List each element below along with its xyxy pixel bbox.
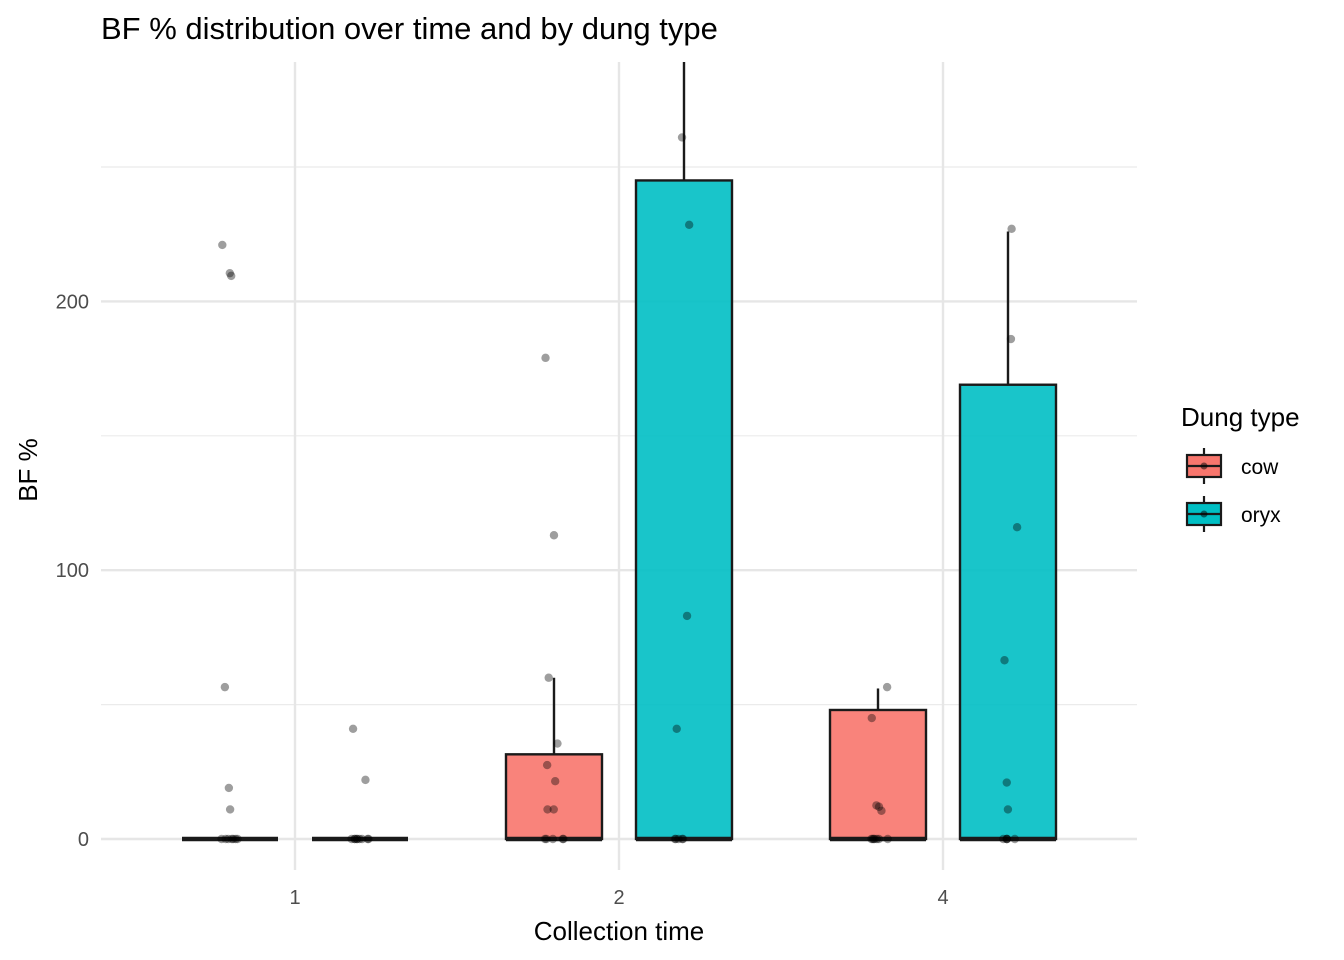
x-axis-title: Collection time bbox=[534, 916, 705, 946]
data-point bbox=[352, 834, 362, 844]
data-point bbox=[224, 783, 234, 793]
box-cow-2 bbox=[504, 677, 604, 842]
data-point bbox=[549, 805, 558, 814]
data-point bbox=[1007, 224, 1016, 234]
data-point bbox=[1002, 834, 1012, 844]
data-point bbox=[228, 834, 238, 844]
data-point bbox=[357, 834, 367, 844]
data-point bbox=[350, 834, 359, 844]
data-point bbox=[1012, 522, 1022, 532]
box-body bbox=[958, 383, 1058, 841]
box-oryx-4 bbox=[958, 231, 1058, 842]
data-point bbox=[1003, 805, 1013, 814]
data-point bbox=[543, 805, 552, 814]
data-point bbox=[544, 673, 553, 682]
data-point bbox=[874, 802, 884, 811]
legend-key-point bbox=[1200, 510, 1208, 518]
data-point bbox=[883, 834, 892, 844]
data-point bbox=[1000, 656, 1009, 665]
legend-item-oryx: oryx bbox=[1185, 496, 1281, 532]
data-point bbox=[677, 133, 687, 142]
y-tick-labels: 0 100 200 bbox=[56, 291, 89, 851]
data-point bbox=[352, 834, 362, 844]
data-point bbox=[227, 271, 236, 281]
x-tick-labels: 1 2 4 bbox=[289, 887, 948, 909]
data-point bbox=[361, 775, 370, 785]
data-point bbox=[874, 834, 884, 844]
legend: Dung type cow oryx bbox=[1181, 402, 1300, 532]
data-point bbox=[558, 834, 567, 844]
data-point bbox=[1002, 778, 1011, 787]
points bbox=[217, 133, 1022, 844]
y-tick-label: 0 bbox=[78, 829, 89, 851]
x-tick-label: 1 bbox=[289, 887, 300, 909]
box-body bbox=[828, 708, 928, 841]
data-point bbox=[551, 777, 560, 786]
data-point bbox=[364, 834, 373, 844]
legend-key-point bbox=[1200, 462, 1208, 470]
data-point bbox=[1002, 834, 1011, 844]
box-oryx-2 bbox=[634, 62, 734, 842]
box-cow-4 bbox=[828, 688, 928, 842]
legend-label: cow bbox=[1241, 456, 1279, 479]
data-point bbox=[347, 834, 356, 844]
data-point bbox=[542, 760, 552, 770]
data-point bbox=[868, 834, 877, 844]
data-point bbox=[350, 834, 359, 844]
data-point bbox=[674, 834, 683, 844]
data-point bbox=[218, 240, 227, 250]
data-point bbox=[1010, 834, 1019, 844]
data-point bbox=[227, 834, 236, 844]
box-body bbox=[634, 179, 734, 841]
y-tick-label: 200 bbox=[56, 291, 89, 313]
data-point bbox=[877, 806, 886, 815]
x-tick-label: 4 bbox=[937, 887, 948, 909]
data-point bbox=[867, 834, 876, 844]
data-point bbox=[872, 801, 881, 810]
legend-title: Dung type bbox=[1181, 402, 1300, 432]
data-point bbox=[559, 834, 568, 844]
y-axis-title: BF % bbox=[13, 438, 43, 502]
data-point bbox=[221, 834, 230, 844]
data-point bbox=[678, 834, 687, 844]
data-point bbox=[678, 834, 688, 844]
data-point bbox=[867, 713, 876, 723]
data-point bbox=[1006, 334, 1016, 344]
legend-label: oryx bbox=[1241, 504, 1281, 527]
data-point bbox=[540, 834, 550, 844]
data-point bbox=[233, 834, 242, 844]
data-point bbox=[870, 834, 879, 844]
data-point bbox=[999, 834, 1008, 844]
data-point bbox=[872, 834, 882, 844]
boxes bbox=[182, 62, 1058, 842]
data-point bbox=[348, 724, 358, 733]
data-point bbox=[548, 834, 558, 844]
data-point bbox=[355, 834, 364, 844]
data-point bbox=[682, 611, 692, 621]
legend-item-cow: cow bbox=[1185, 448, 1279, 484]
box-body bbox=[504, 753, 604, 841]
data-point bbox=[869, 834, 878, 844]
data-point bbox=[670, 834, 680, 844]
x-tick-label: 2 bbox=[613, 887, 624, 909]
data-point bbox=[541, 353, 550, 363]
data-point bbox=[231, 834, 240, 844]
data-point bbox=[672, 724, 681, 733]
y-tick-label: 100 bbox=[56, 560, 89, 582]
data-point bbox=[684, 220, 694, 229]
data-point bbox=[220, 682, 230, 692]
data-point bbox=[224, 834, 233, 844]
data-point bbox=[553, 739, 562, 748]
data-point bbox=[1002, 834, 1011, 844]
data-point bbox=[363, 834, 372, 844]
chart-title: BF % distribution over time and by dung … bbox=[101, 11, 718, 46]
data-point bbox=[225, 805, 235, 814]
data-point bbox=[217, 834, 226, 844]
data-point bbox=[225, 268, 235, 278]
data-point bbox=[549, 531, 559, 540]
data-point bbox=[542, 834, 551, 844]
data-point bbox=[882, 682, 892, 692]
data-point bbox=[671, 834, 681, 844]
